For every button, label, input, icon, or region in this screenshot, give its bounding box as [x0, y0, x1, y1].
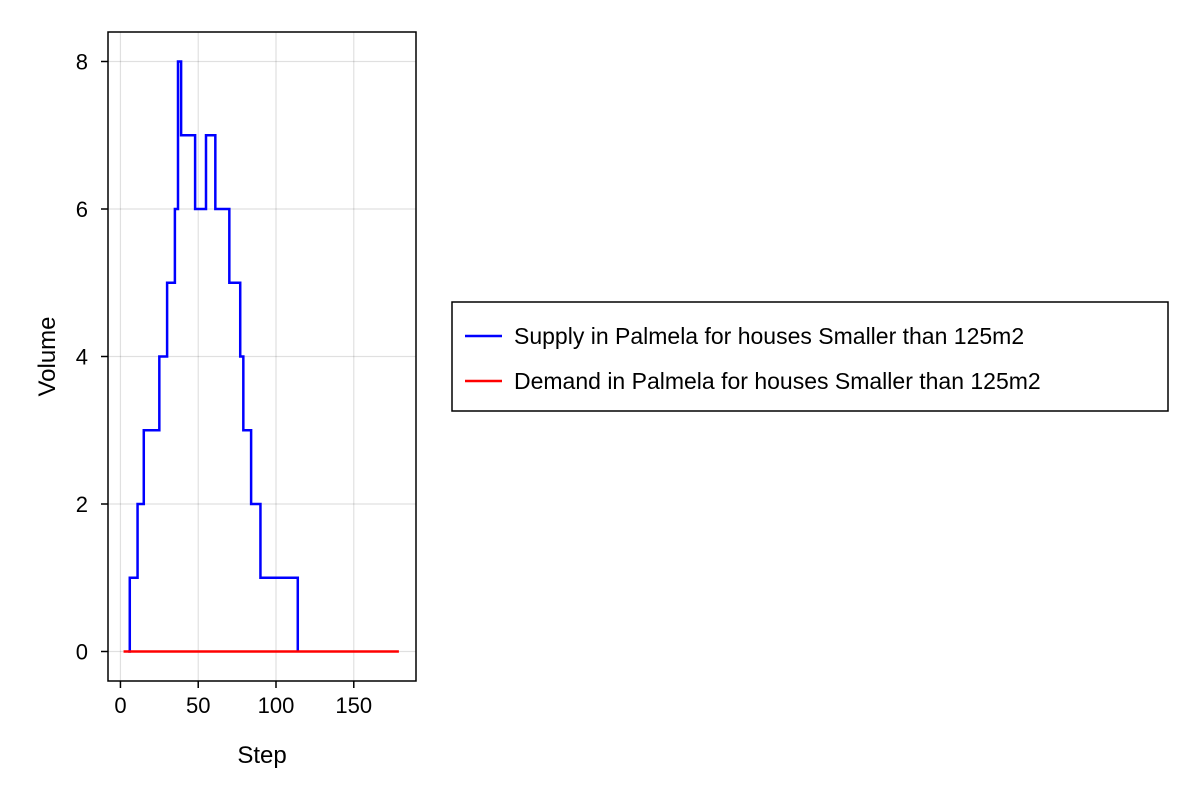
series-layer — [123, 60, 399, 653]
y-tick-label: 8 — [76, 50, 88, 75]
axis-ticks: 0 50 100 150 0 2 4 6 8 — [76, 50, 372, 719]
x-tick-label: 50 — [186, 693, 210, 718]
x-axis-title: Step — [237, 742, 286, 769]
y-axis-title: Volume — [34, 316, 61, 396]
legend-box — [451, 301, 1169, 412]
grid — [108, 32, 416, 681]
supply-series-line — [128, 60, 300, 653]
x-tick-label: 150 — [335, 693, 372, 718]
y-tick-label: 6 — [76, 197, 88, 222]
y-tick-label: 0 — [76, 640, 88, 665]
x-tick-label: 100 — [258, 693, 295, 718]
legend: Supply in Palmela for houses Smaller tha… — [451, 301, 1169, 412]
y-tick-label: 4 — [76, 345, 88, 370]
x-tick-label: 0 — [114, 693, 126, 718]
legend-label-supply: Supply in Palmela for houses Smaller tha… — [514, 323, 1024, 349]
y-tick-label: 2 — [76, 492, 88, 517]
legend-label-demand: Demand in Palmela for houses Smaller tha… — [514, 368, 1041, 394]
